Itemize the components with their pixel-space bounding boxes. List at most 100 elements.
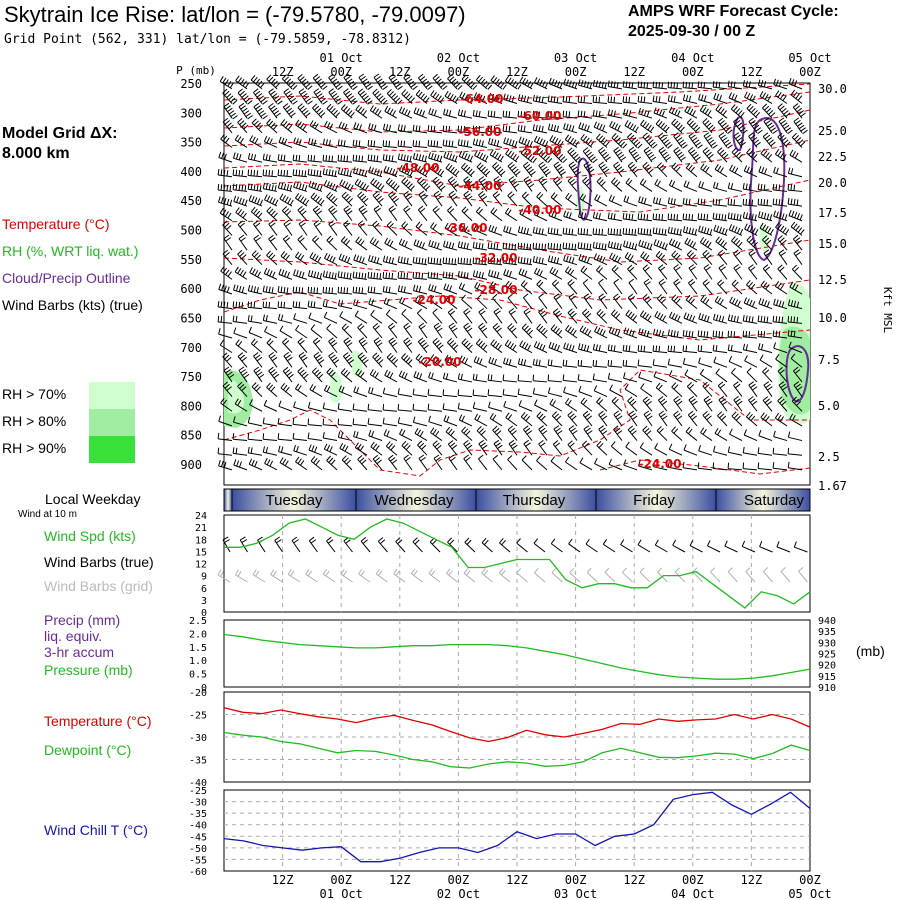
wind-barb — [519, 76, 534, 90]
wind-barb — [417, 205, 428, 222]
wind-barb — [322, 300, 338, 310]
wind-barb — [428, 152, 443, 163]
wind-barb — [748, 264, 758, 280]
wind-barb — [562, 374, 578, 383]
wind-barb — [397, 417, 413, 427]
wind-barb — [277, 169, 293, 178]
wind-barb — [326, 367, 338, 383]
wind-barb — [447, 337, 459, 353]
wind-barb — [553, 425, 563, 441]
surface-wind-barb-grid — [375, 568, 388, 583]
wind-barb — [553, 293, 563, 309]
wind-barb — [713, 445, 728, 456]
wind-barb — [729, 296, 743, 310]
wind-barb — [237, 88, 253, 105]
wind-barb — [416, 308, 428, 324]
pressure-tick-label: 850 — [180, 429, 202, 443]
wind-barb — [307, 168, 323, 178]
pressure-tick-label: 800 — [180, 399, 202, 413]
top-time-tick: 12Z — [272, 65, 294, 79]
wind-barb — [686, 118, 701, 134]
kft-tick-label: 12.5 — [818, 273, 847, 287]
wind-barb — [625, 441, 638, 456]
wind-barb — [463, 454, 473, 471]
wind-barb — [712, 81, 728, 90]
wind-barb — [280, 251, 293, 266]
wind-barb — [538, 425, 548, 441]
wind-barb — [401, 353, 413, 368]
wind-barb — [487, 125, 503, 134]
wind-barb — [762, 132, 776, 148]
wind-barb — [793, 366, 803, 383]
temperature-contour-label: -32.00 — [475, 251, 518, 265]
wind-barb — [733, 395, 743, 412]
wind-barb — [654, 310, 668, 324]
wind-barb — [403, 322, 413, 339]
wind-barb — [442, 403, 458, 412]
wind-barb — [547, 374, 563, 383]
wind-barb — [507, 161, 521, 178]
wind-barb — [787, 184, 803, 192]
wind-barb — [488, 356, 503, 368]
wind-barb — [357, 191, 369, 207]
wind-barb — [777, 103, 791, 119]
wind-barb — [727, 344, 743, 354]
wind-barb — [490, 207, 503, 222]
surface-wind-barb-true — [395, 537, 406, 553]
wind-barb — [445, 294, 458, 310]
wind-barb — [742, 80, 758, 90]
wind-barb — [671, 250, 683, 266]
wind-barb — [744, 91, 758, 104]
wind-barb — [372, 352, 384, 368]
wind-chill-line — [223, 791, 811, 863]
top-date-tick: 01 Oct — [320, 51, 363, 65]
wind-barb — [222, 381, 233, 397]
wind-barb — [787, 329, 803, 339]
kft-tick-label: 17.5 — [818, 206, 847, 220]
local-weekday-label: Local Weekday — [45, 491, 141, 507]
wind-barb — [492, 323, 503, 339]
wind-barb — [607, 109, 623, 119]
wind-barb — [442, 389, 458, 398]
wind-barb — [340, 236, 353, 251]
wind-barb — [622, 227, 638, 236]
wind-barb — [638, 371, 653, 383]
surface-wind-barb-true — [585, 538, 598, 553]
wind-barb — [536, 323, 548, 339]
wind-barb — [793, 117, 808, 135]
surface-wind-barb-true — [689, 540, 703, 553]
wind-barb — [312, 73, 328, 90]
wind-barb — [791, 396, 803, 412]
wind-barb — [643, 410, 653, 427]
wind-barb — [668, 106, 683, 119]
wind-barb — [772, 183, 788, 192]
wind-barb — [787, 198, 803, 207]
wind-barb — [638, 107, 653, 119]
wind-barb — [268, 352, 278, 368]
wind-barb — [382, 403, 398, 412]
wind-barb — [343, 205, 353, 222]
precip-y-tick: 2.0 — [189, 629, 207, 640]
wind-barb — [217, 315, 233, 324]
wind-barb — [613, 410, 623, 427]
wind-barb — [340, 104, 355, 119]
wind-barb — [757, 79, 773, 90]
wind-barb — [548, 77, 563, 90]
wind-barb — [461, 74, 478, 90]
wind-barb — [564, 134, 580, 148]
wind-barb — [596, 265, 608, 280]
wind-barb — [292, 432, 308, 442]
wind-barb — [688, 132, 703, 149]
wind-barb — [263, 267, 278, 280]
bottom-date-tick: 02 Oct — [437, 887, 480, 900]
wind-barb — [748, 132, 761, 148]
wind-barb — [609, 120, 623, 134]
wind-barb — [358, 205, 368, 222]
wind-barb — [682, 357, 698, 368]
wind-barb — [343, 352, 354, 368]
wind-barb — [433, 322, 443, 339]
wind-barb — [596, 397, 608, 412]
wind-barb — [562, 359, 578, 368]
wind-barb — [549, 135, 564, 148]
wind-barb — [700, 163, 713, 178]
